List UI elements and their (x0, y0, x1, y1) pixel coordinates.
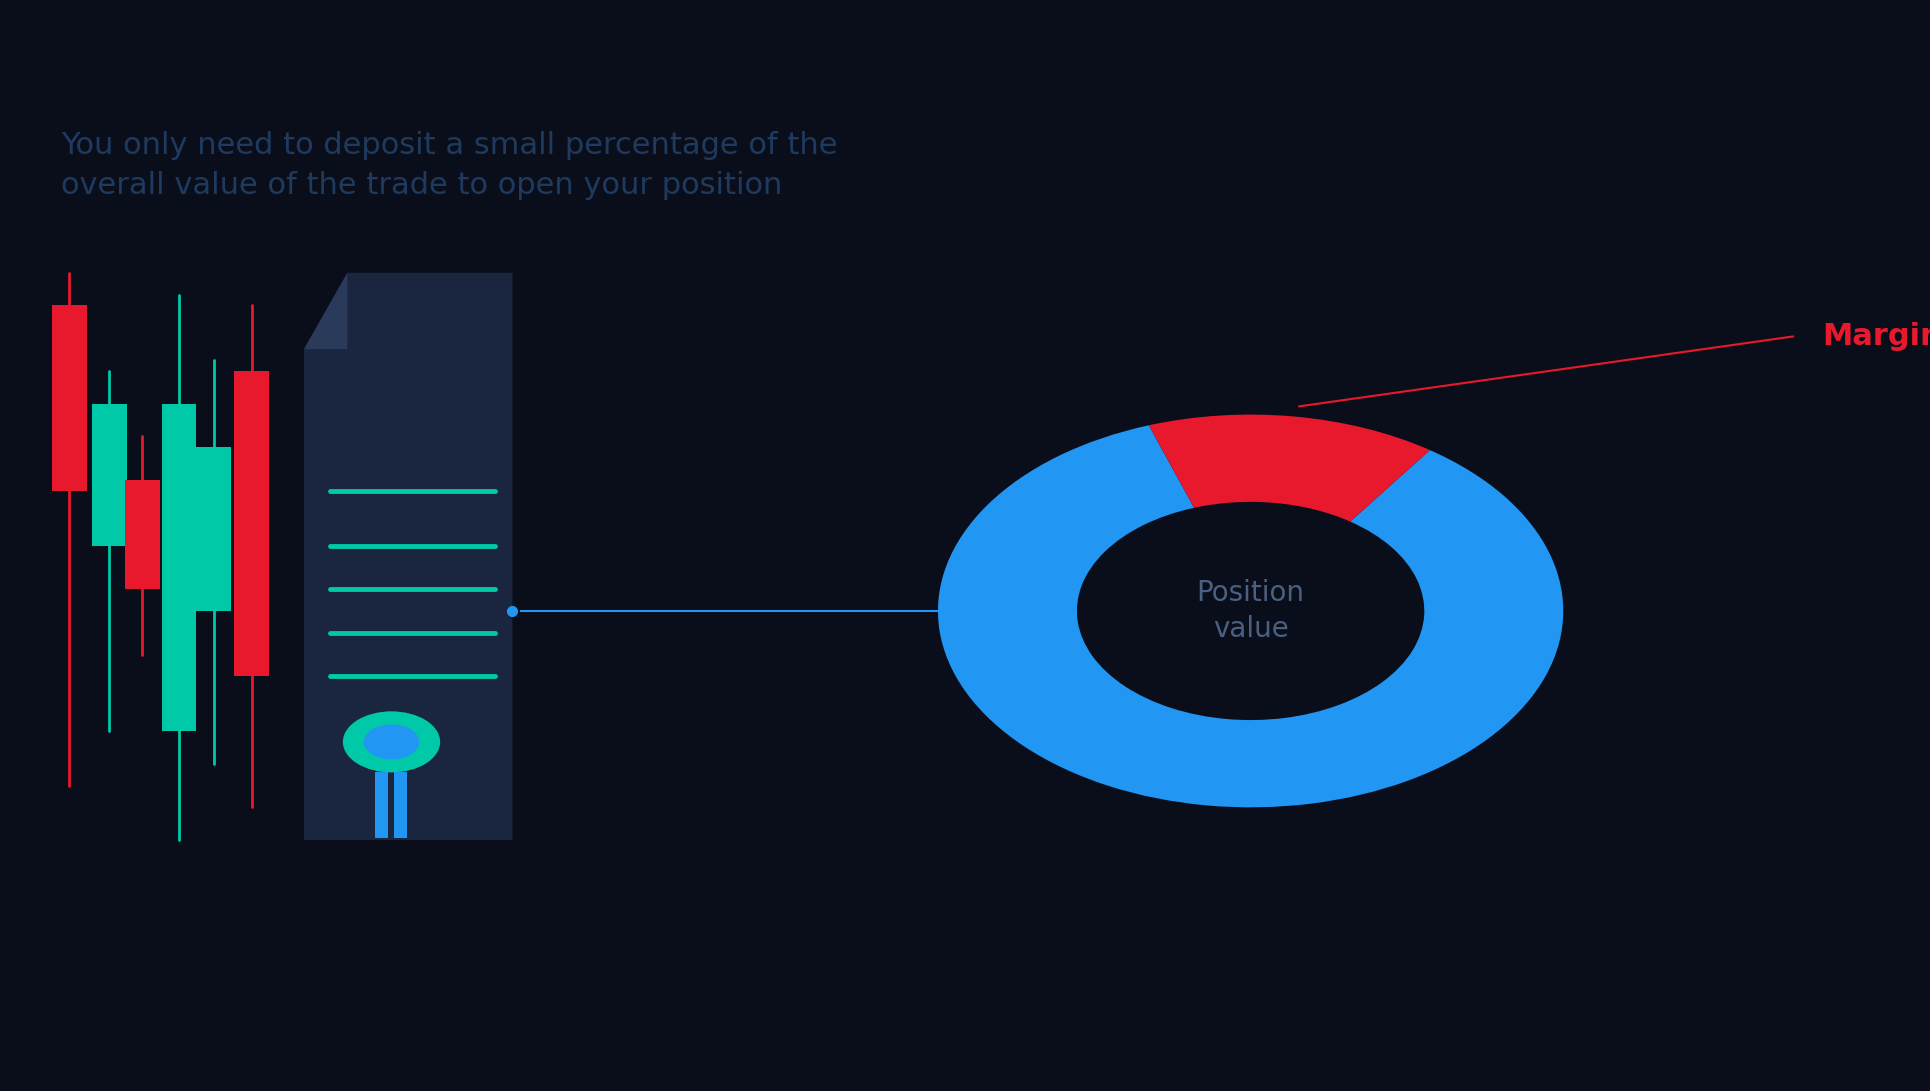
Polygon shape (303, 273, 347, 349)
Circle shape (344, 711, 440, 772)
FancyBboxPatch shape (162, 404, 197, 731)
Wedge shape (938, 425, 1563, 807)
Bar (374, 772, 388, 838)
FancyBboxPatch shape (52, 305, 87, 491)
Wedge shape (1148, 415, 1430, 521)
FancyBboxPatch shape (197, 447, 232, 611)
FancyBboxPatch shape (234, 371, 268, 676)
Text: Margin: Margin (1822, 322, 1930, 350)
Bar (394, 772, 407, 838)
FancyBboxPatch shape (93, 404, 127, 546)
FancyBboxPatch shape (125, 480, 160, 589)
Circle shape (363, 724, 419, 759)
Polygon shape (303, 273, 511, 840)
Text: You only need to deposit a small percentage of the
overall value of the trade to: You only need to deposit a small percent… (60, 131, 838, 201)
Text: Position
value: Position value (1197, 578, 1305, 644)
